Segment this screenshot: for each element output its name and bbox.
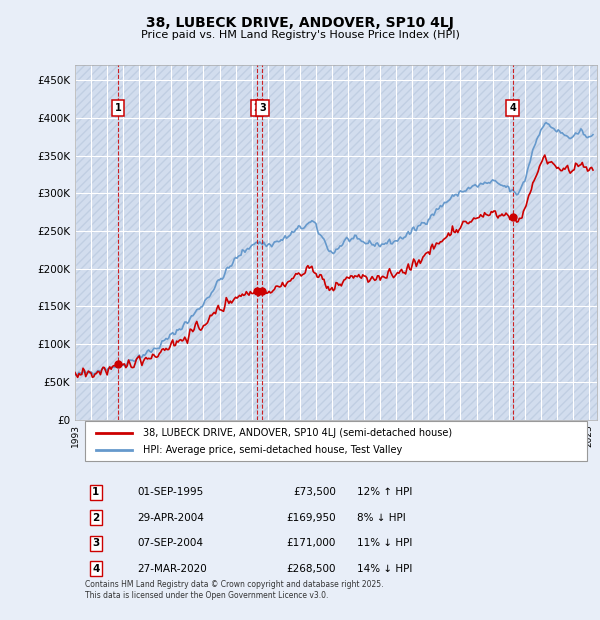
Text: 2: 2 xyxy=(254,103,260,113)
FancyBboxPatch shape xyxy=(85,422,587,461)
Text: 3: 3 xyxy=(92,538,100,548)
Text: 38, LUBECK DRIVE, ANDOVER, SP10 4LJ: 38, LUBECK DRIVE, ANDOVER, SP10 4LJ xyxy=(146,16,454,30)
Text: HPI: Average price, semi-detached house, Test Valley: HPI: Average price, semi-detached house,… xyxy=(143,445,402,455)
Text: 11% ↓ HPI: 11% ↓ HPI xyxy=(357,538,412,548)
Text: 1: 1 xyxy=(92,487,100,497)
Text: 29-APR-2004: 29-APR-2004 xyxy=(137,513,205,523)
Text: 1: 1 xyxy=(115,103,121,113)
Text: 2: 2 xyxy=(92,513,100,523)
Text: 01-SEP-1995: 01-SEP-1995 xyxy=(137,487,204,497)
Text: 12% ↑ HPI: 12% ↑ HPI xyxy=(357,487,412,497)
Text: Price paid vs. HM Land Registry's House Price Index (HPI): Price paid vs. HM Land Registry's House … xyxy=(140,30,460,40)
Text: 38, LUBECK DRIVE, ANDOVER, SP10 4LJ (semi-detached house): 38, LUBECK DRIVE, ANDOVER, SP10 4LJ (sem… xyxy=(143,428,452,438)
Text: £268,500: £268,500 xyxy=(287,564,336,574)
Text: £169,950: £169,950 xyxy=(286,513,336,523)
Text: 07-SEP-2004: 07-SEP-2004 xyxy=(137,538,203,548)
Text: £73,500: £73,500 xyxy=(293,487,336,497)
Text: 14% ↓ HPI: 14% ↓ HPI xyxy=(357,564,412,574)
Text: 27-MAR-2020: 27-MAR-2020 xyxy=(137,564,208,574)
Text: 4: 4 xyxy=(509,103,516,113)
Text: 8% ↓ HPI: 8% ↓ HPI xyxy=(357,513,406,523)
Text: 4: 4 xyxy=(92,564,100,574)
Text: 3: 3 xyxy=(259,103,266,113)
Text: £171,000: £171,000 xyxy=(287,538,336,548)
Text: Contains HM Land Registry data © Crown copyright and database right 2025.
This d: Contains HM Land Registry data © Crown c… xyxy=(85,580,384,600)
